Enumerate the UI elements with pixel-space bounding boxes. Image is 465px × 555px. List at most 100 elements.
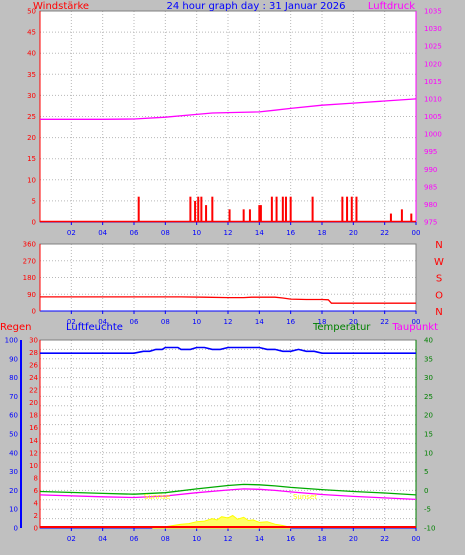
x-tick-label: 16 (286, 229, 295, 237)
x-tick-label: 12 (224, 535, 233, 543)
x-tick-label: 02 (67, 535, 76, 543)
pressure-axis-tick-label: 990 (424, 166, 437, 174)
pressure-label: Luftdruck (368, 1, 415, 12)
wind-strength-axis-tick-label: 20 (27, 134, 36, 142)
x-tick-label: 02 (67, 318, 76, 326)
wind-strength-bar (284, 196, 287, 222)
humidity-axis-tick-label: 10 (9, 506, 18, 514)
wind-strength-bar (242, 209, 245, 222)
solar-area (152, 514, 292, 529)
wind-strength-bar (228, 209, 231, 222)
wind-strength-axis-tick-label: 45 (27, 29, 36, 37)
wind-strength-bar (341, 196, 344, 222)
pressure-axis-tick-label: 1025 (424, 43, 442, 51)
temperature-axis-tick-label: 0 (424, 487, 428, 495)
rain-axis-tick-label: 20 (29, 399, 38, 407)
rain-axis-tick-label: 24 (29, 374, 38, 382)
wind-strength-axis-tick-label: 5 (32, 197, 36, 205)
x-tick-label: 14 (255, 229, 264, 237)
humidity-axis-tick-label: 60 (9, 412, 18, 420)
x-tick-label: 08 (161, 229, 170, 237)
x-tick-label: 04 (98, 535, 107, 543)
sunset-label: Sunset (293, 493, 317, 501)
x-tick-label: 10 (192, 229, 201, 237)
wind-strength-bar (200, 196, 203, 222)
x-tick-label: 20 (349, 535, 358, 543)
x-tick-label: 06 (130, 229, 139, 237)
temperature-axis-tick-label: 40 (424, 337, 433, 345)
pressure-axis-tick-label: 1010 (424, 95, 442, 103)
rain-axis-tick-label: 30 (29, 337, 38, 345)
wind-strength-bar (137, 196, 140, 222)
wind-strength-label: Windstärke (33, 1, 89, 12)
rain-axis-tick-label: 6 (34, 487, 39, 495)
rain-axis-tick-label: 26 (29, 362, 38, 370)
x-tick-label: 10 (192, 535, 201, 543)
humidity-axis-tick-label: 70 (9, 393, 18, 401)
humidity-line (40, 346, 416, 355)
x-tick-label: 20 (349, 229, 358, 237)
x-tick-label: 06 (130, 318, 139, 326)
wind-strength-axis-tick-label: 30 (27, 92, 36, 100)
x-tick-label: 22 (380, 229, 389, 237)
temperature-axis-tick-label: 30 (424, 374, 433, 382)
wind-direction-axis-tick-label: 180 (23, 274, 36, 282)
wind-strength-axis-tick-label: 15 (27, 155, 36, 163)
temperature-axis-tick-label: 25 (424, 393, 433, 401)
rain-axis-tick-label: 22 (29, 387, 38, 395)
wind-strength-bar (289, 196, 292, 222)
pressure-axis-tick-label: 1000 (424, 131, 442, 139)
wind-direction-axis-tick-label: 90 (27, 291, 36, 299)
humidity-axis-tick-label: 80 (9, 374, 18, 382)
rain-axis-tick-label: 8 (34, 474, 38, 482)
chart-title: 24 hour graph day : 31 Januar 2026 (166, 1, 345, 12)
wind-strength-bar (389, 213, 392, 222)
x-tick-label: 14 (255, 535, 264, 543)
wind-strength-bar (400, 209, 403, 222)
wind-strength-bar (311, 196, 314, 222)
x-tick-label: 18 (318, 318, 327, 326)
pressure-axis-tick-label: 1005 (424, 113, 442, 121)
x-tick-label: 10 (192, 318, 201, 326)
wind-strength-axis-tick-label: 35 (27, 71, 36, 79)
wind-strength-bar (259, 205, 262, 222)
chart-marks (39, 98, 417, 529)
compass-direction-label: S (436, 274, 442, 285)
rain-axis-tick-label: 10 (29, 462, 38, 470)
x-tick-label: 12 (224, 229, 233, 237)
wind-strength-bar (275, 196, 278, 222)
pressure-axis-tick-label: 995 (424, 148, 437, 156)
wind-strength-axis-tick-label: 25 (27, 113, 36, 121)
wind-strength-bar (346, 196, 349, 222)
compass-direction-label: O (435, 290, 443, 301)
rain-label: Regen (0, 322, 32, 333)
humidity-axis-tick-label: 90 (9, 355, 18, 363)
x-tick-label: 08 (161, 535, 170, 543)
wind-strength-bar (197, 196, 200, 222)
wind-strength-bar (211, 196, 214, 222)
rain-axis-tick-label: 28 (29, 349, 38, 357)
wind-direction-axis-tick-label: 0 (32, 308, 36, 316)
pressure-axis-tick-label: 1030 (424, 25, 442, 33)
rain-axis-tick-label: 12 (29, 449, 38, 457)
compass-direction-label: N (435, 240, 442, 251)
humidity-axis-tick-label: 50 (9, 431, 18, 439)
wind-strength-bar (205, 205, 208, 222)
rain-axis-tick-label: 16 (29, 424, 38, 432)
rain-axis-tick-label: 4 (34, 499, 39, 507)
wind-direction-axis-tick-label: 270 (23, 257, 36, 265)
x-tick-label: 02 (67, 229, 76, 237)
compass-direction-label: W (434, 257, 444, 268)
humidity-axis-tick-label: 0 (14, 525, 18, 533)
wind-strength-bar (270, 196, 273, 222)
wind-direction-axis-tick-label: 360 (23, 241, 36, 249)
wind-strength-axis-tick-label: 0 (32, 219, 36, 227)
pressure-axis-tick-label: 1035 (424, 8, 442, 16)
x-tick-label: 04 (98, 318, 107, 326)
x-tick-label: 00 (412, 318, 421, 326)
rain-axis-tick-label: 0 (34, 525, 38, 533)
temperature-axis-tick-label: 5 (424, 468, 428, 476)
tick-labels: 02 04 06 08 10 12 14 16 18 20 22 000510152025303540… (5, 8, 444, 544)
rain-axis-tick-label: 18 (29, 412, 38, 420)
